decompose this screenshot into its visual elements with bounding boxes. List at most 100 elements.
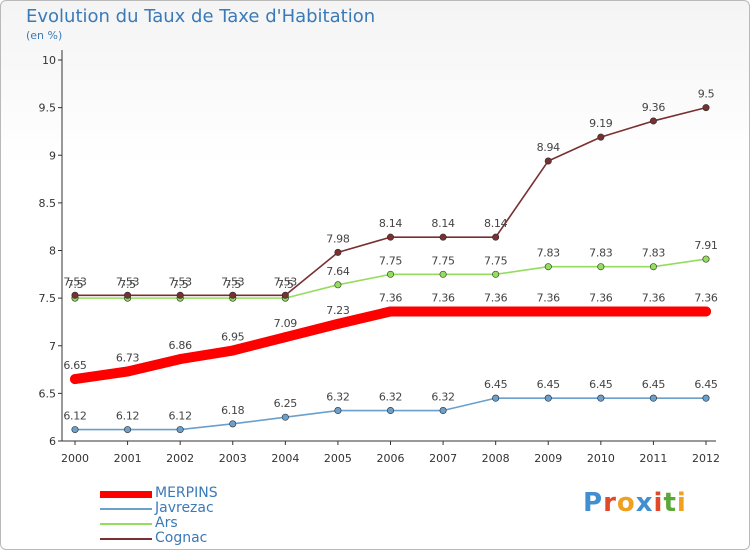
logo-letter: o bbox=[616, 488, 636, 518]
data-label: 7.75 bbox=[431, 254, 455, 267]
data-label: 7.5 bbox=[172, 278, 189, 291]
data-point bbox=[439, 407, 447, 415]
legend-item-cognac[interactable]: Cognac bbox=[100, 530, 320, 546]
data-label: 7.98 bbox=[326, 232, 350, 245]
data-point bbox=[702, 394, 710, 402]
data-point bbox=[176, 426, 184, 434]
data-label: 7.64 bbox=[326, 265, 350, 278]
data-label: 7.53 bbox=[169, 275, 193, 288]
y-tick-label: 7.5 bbox=[39, 292, 57, 305]
data-point bbox=[439, 233, 447, 241]
data-point bbox=[124, 426, 132, 434]
data-label: 6.65 bbox=[63, 359, 87, 372]
data-label: 8.14 bbox=[484, 217, 508, 230]
x-tick-label: 2012 bbox=[692, 452, 720, 465]
data-label: 8.14 bbox=[431, 217, 455, 230]
x-tick-label: 2006 bbox=[377, 452, 405, 465]
logo-letter: i bbox=[676, 488, 687, 518]
data-point bbox=[702, 104, 710, 112]
data-point bbox=[490, 306, 501, 317]
data-point bbox=[438, 306, 449, 317]
data-label: 7.36 bbox=[537, 291, 561, 304]
data-point bbox=[175, 354, 186, 365]
x-tick-label: 2008 bbox=[482, 452, 510, 465]
legend-swatch-merpins bbox=[100, 491, 152, 498]
x-tick-label: 2002 bbox=[166, 452, 194, 465]
data-point bbox=[597, 394, 605, 402]
x-tick-label: 2005 bbox=[324, 452, 352, 465]
y-tick-label: 8.5 bbox=[39, 197, 57, 210]
legend-item-javrezac[interactable]: Javrezac bbox=[100, 500, 320, 516]
data-point bbox=[229, 291, 237, 299]
legend-swatch-cognac bbox=[100, 538, 152, 540]
x-tick-label: 2007 bbox=[429, 452, 457, 465]
x-tick-label: 2004 bbox=[271, 452, 299, 465]
data-point bbox=[281, 291, 289, 299]
data-point bbox=[71, 291, 79, 299]
data-point bbox=[70, 374, 80, 385]
data-label: 6.32 bbox=[326, 391, 349, 404]
data-point bbox=[492, 394, 500, 402]
y-tick-label: 9 bbox=[49, 149, 56, 162]
data-label: 6.45 bbox=[589, 378, 613, 391]
data-point bbox=[648, 306, 659, 317]
data-point bbox=[332, 318, 343, 329]
legend: MERPINS Javrezac Ars Cognac bbox=[100, 485, 320, 546]
data-label: 6.86 bbox=[169, 339, 193, 352]
data-point bbox=[281, 413, 289, 421]
data-label: 7.75 bbox=[379, 254, 403, 267]
data-point bbox=[71, 426, 79, 434]
y-tick-label: 8 bbox=[49, 245, 56, 258]
legend-item-merpins[interactable]: MERPINS bbox=[100, 485, 320, 501]
data-point bbox=[544, 394, 552, 402]
x-tick-label: 2000 bbox=[61, 452, 89, 465]
data-point bbox=[649, 117, 657, 125]
data-point bbox=[649, 263, 657, 271]
data-label: 9.36 bbox=[642, 101, 666, 114]
data-label: 9.19 bbox=[589, 117, 613, 130]
data-label: 7.36 bbox=[431, 291, 455, 304]
y-tick-label: 7 bbox=[49, 340, 56, 353]
data-label: 6.45 bbox=[484, 378, 508, 391]
x-tick-label: 2010 bbox=[587, 452, 615, 465]
data-label: 7.53 bbox=[116, 275, 140, 288]
data-label: 7.09 bbox=[274, 317, 298, 330]
x-tick-label: 2003 bbox=[219, 452, 247, 465]
data-point bbox=[229, 420, 237, 428]
data-label: 7.36 bbox=[694, 291, 718, 304]
data-point bbox=[439, 270, 447, 278]
data-label: 7.36 bbox=[589, 291, 613, 304]
legend-label: Javrezac bbox=[155, 500, 214, 516]
data-label: 6.18 bbox=[221, 404, 245, 417]
logo-letter: i bbox=[653, 488, 664, 518]
data-label: 6.12 bbox=[169, 410, 192, 423]
x-tick-label: 2011 bbox=[639, 452, 667, 465]
data-point bbox=[544, 263, 552, 271]
data-label: 7.53 bbox=[221, 275, 245, 288]
x-tick-label: 2001 bbox=[114, 452, 142, 465]
logo-letter: t bbox=[663, 488, 677, 518]
data-label: 7.23 bbox=[326, 304, 350, 317]
data-point bbox=[492, 233, 500, 241]
data-point bbox=[597, 263, 605, 271]
data-point bbox=[649, 394, 657, 402]
data-label: 7.5 bbox=[277, 278, 294, 291]
data-label: 7.5 bbox=[119, 278, 136, 291]
data-label: 6.12 bbox=[63, 410, 86, 423]
data-point bbox=[597, 133, 605, 141]
data-label: 7.53 bbox=[274, 275, 298, 288]
data-label: 7.83 bbox=[642, 247, 666, 260]
data-label: 7.83 bbox=[537, 247, 561, 260]
data-label: 7.83 bbox=[589, 247, 613, 260]
data-point bbox=[544, 157, 552, 165]
data-point bbox=[334, 281, 342, 289]
logo-letter: x bbox=[635, 488, 654, 518]
data-label: 6.32 bbox=[379, 391, 402, 404]
x-tick-label: 2009 bbox=[534, 452, 562, 465]
data-label: 9.5 bbox=[698, 88, 715, 101]
logo-letter: P bbox=[583, 488, 604, 518]
data-point bbox=[385, 306, 396, 317]
legend-item-ars[interactable]: Ars bbox=[100, 515, 320, 531]
